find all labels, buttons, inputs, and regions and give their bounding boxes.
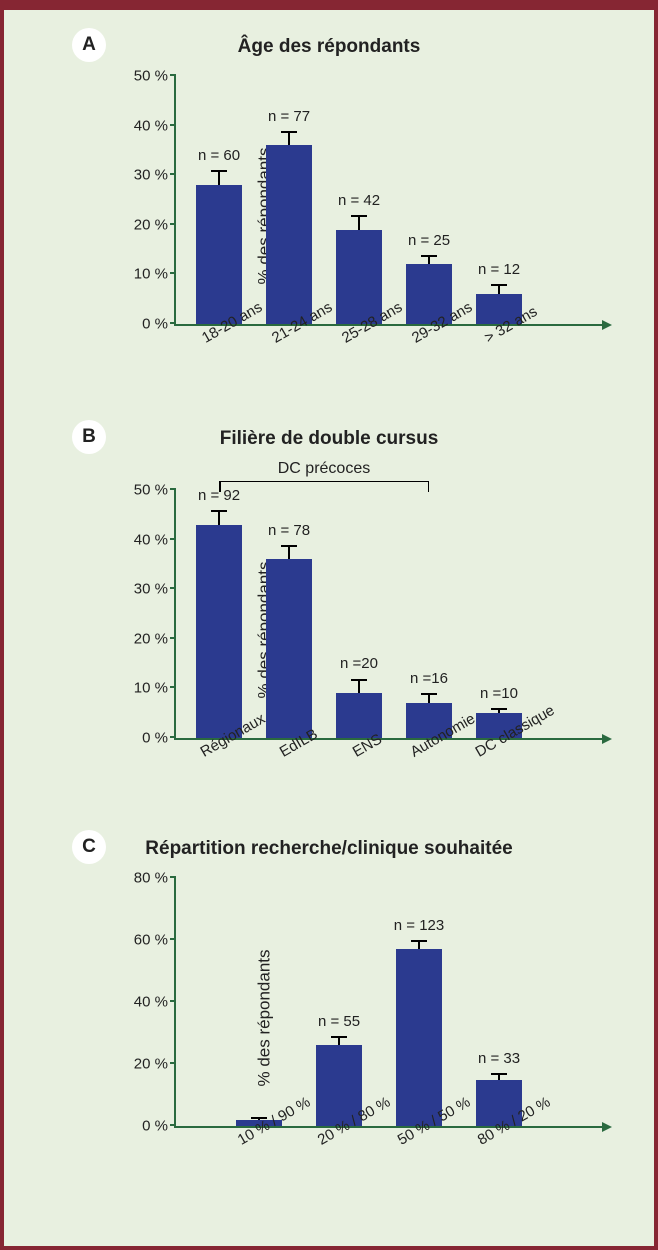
panel-a-chart: % des répondants 0 %10 %20 %30 %40 %50 %… [134, 76, 604, 356]
panel-a: A Âge des répondants % des répondants 0 … [4, 28, 654, 408]
panel-c-chart: % des répondants 0 %20 %40 %60 %80 %10 %… [134, 878, 604, 1158]
panel-a-title: Âge des répondants [4, 36, 654, 58]
panel-b-ytick: 20 % [118, 631, 168, 646]
panel-c-n-label: n = 123 [394, 917, 444, 934]
panel-c-n-label: n = 33 [478, 1050, 520, 1067]
panel-a-n-label: n = 12 [478, 261, 520, 278]
panel-a-ytick: 50 % [118, 69, 168, 84]
panel-a-error-bar [358, 215, 360, 230]
panel-b-bar-column [266, 559, 312, 738]
panel-b-n-label: n = 78 [268, 522, 310, 539]
panel-a-error-bar [498, 284, 500, 294]
panel-b: B Filière de double cursus % des réponda… [4, 420, 654, 820]
panel-c-n-label: n = 55 [318, 1013, 360, 1030]
panel-b-ytick: 40 % [118, 532, 168, 547]
panel-b-error-bar [428, 693, 430, 703]
panel-b-bracket: DC précoces [219, 481, 429, 482]
panel-a-error-bar [288, 131, 290, 146]
panel-b-chart: % des répondants 0 %10 %20 %30 %40 %50 %… [134, 490, 604, 770]
panel-a-ytick-mark [170, 74, 176, 76]
panel-b-ytick-mark [170, 736, 176, 738]
panel-b-bracket-label: DC précoces [219, 460, 429, 478]
panel-c-ytick-mark [170, 876, 176, 878]
panel-c-plot: 0 %20 %40 %60 %80 %10 % / 90 %n = 5520 %… [174, 878, 604, 1128]
panel-b-bar-column [196, 525, 242, 738]
panel-a-ytick-mark [170, 272, 176, 274]
panel-c-ytick-mark [170, 1124, 176, 1126]
panel-c-ytick: 60 % [118, 933, 168, 948]
panel-b-title: Filière de double cursus [4, 428, 654, 450]
panel-b-n-label: n =20 [340, 655, 378, 672]
panel-b-n-label: n =10 [480, 685, 518, 702]
panel-c-error-bar [418, 940, 420, 949]
panel-b-ytick-mark [170, 686, 176, 688]
panel-a-ytick: 20 % [118, 217, 168, 232]
panel-a-ytick-mark [170, 322, 176, 324]
panel-c-error-bar [338, 1036, 340, 1045]
panel-c-title: Répartition recherche/clinique souhaitée [4, 838, 654, 860]
panel-b-ytick: 0 % [118, 731, 168, 746]
panel-b-ytick-mark [170, 538, 176, 540]
panel-a-n-label: n = 42 [338, 192, 380, 209]
panel-a-n-label: n = 60 [198, 147, 240, 164]
panel-a-n-label: n = 77 [268, 108, 310, 125]
panel-a-ytick: 30 % [118, 168, 168, 183]
panel-c-ytick-mark [170, 1000, 176, 1002]
panel-b-error-bar [358, 679, 360, 694]
panel-b-ytick: 10 % [118, 681, 168, 696]
panel-c-error-bar [498, 1073, 500, 1079]
panel-c-ytick: 20 % [118, 1057, 168, 1072]
panel-a-ytick: 10 % [118, 267, 168, 282]
panel-a-error-bar [428, 255, 430, 265]
panel-a-bar-column [196, 185, 242, 324]
figure-frame: A Âge des répondants % des répondants 0 … [0, 0, 658, 1250]
panel-a-ytick-mark [170, 124, 176, 126]
panel-a-ytick-mark [170, 173, 176, 175]
panel-a-ytick: 40 % [118, 118, 168, 133]
panel-c: C Répartition recherche/clinique souhait… [4, 830, 654, 1240]
panel-b-ytick-mark [170, 488, 176, 490]
panel-b-ytick-mark [170, 587, 176, 589]
panel-b-plot: 0 %10 %20 %30 %40 %50 %n = 92Régionauxn … [174, 490, 604, 740]
panel-c-bar-column [396, 949, 442, 1126]
panel-a-n-label: n = 25 [408, 232, 450, 249]
panel-c-ytick-mark [170, 938, 176, 940]
panel-c-ytick: 40 % [118, 995, 168, 1010]
panel-b-error-bar [288, 545, 290, 560]
panel-b-error-bar [218, 510, 220, 525]
panel-b-error-bar [498, 708, 500, 713]
panel-c-ytick-mark [170, 1062, 176, 1064]
panel-b-ytick-mark [170, 637, 176, 639]
panel-b-ytick: 30 % [118, 582, 168, 597]
panel-a-ytick-mark [170, 223, 176, 225]
panel-b-ytick: 50 % [118, 483, 168, 498]
panel-a-ytick: 0 % [118, 317, 168, 332]
panel-a-error-bar [218, 170, 220, 185]
panel-a-bar-column [266, 145, 312, 324]
panel-a-plot: 0 %10 %20 %30 %40 %50 %n = 6018-20 ansn … [174, 76, 604, 326]
panel-c-ytick: 0 % [118, 1119, 168, 1134]
panel-c-ytick: 80 % [118, 871, 168, 886]
panel-b-n-label: n =16 [410, 670, 448, 687]
